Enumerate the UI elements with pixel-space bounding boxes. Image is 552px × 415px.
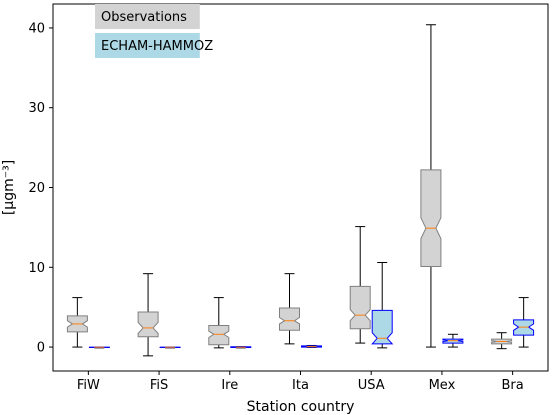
plot-frame — [52, 3, 549, 372]
x-tick-label-usa: USA — [358, 378, 385, 393]
box-obs-ita — [279, 307, 300, 331]
box-obs-fis — [137, 311, 159, 338]
x-tick-label-mex: Mex — [429, 378, 456, 393]
y-tick-label-0: 0 — [37, 341, 45, 356]
box-obs-mex — [420, 169, 442, 267]
x-tick-label-fiw: FiW — [77, 378, 100, 393]
x-tick-label-ire: Ire — [221, 378, 238, 393]
plot-area — [66, 24, 535, 357]
axes: 0 10 20 30 40 FiW FiS Ire Ita USA Mex Bra Station co… — [1, 3, 549, 415]
box-obs-ire — [208, 325, 230, 346]
y-tick-label-10: 10 — [28, 261, 45, 276]
x-axis-title: Station country — [247, 399, 355, 415]
x-tick-label-fis: FiS — [150, 378, 168, 393]
x-tick-label-ita: Ita — [292, 378, 309, 393]
legend-patch-model — [95, 33, 200, 58]
legend-label-model: ECHAM-HAMMOZ — [101, 39, 213, 54]
y-tick-label-20: 20 — [28, 181, 45, 196]
y-tick-label-30: 30 — [28, 101, 45, 116]
y-tick-label-40: 40 — [28, 21, 45, 36]
y-axis-title: [µgm⁻³] — [1, 160, 17, 215]
legend-patch-observations — [95, 4, 200, 29]
legend-label-observations: Observations — [101, 10, 187, 25]
x-tick-label-bra: Bra — [502, 378, 524, 393]
box-model-usa — [371, 309, 394, 345]
legend: Observations ECHAM-HAMMOZ — [95, 4, 213, 58]
box-obs-usa — [349, 285, 371, 330]
